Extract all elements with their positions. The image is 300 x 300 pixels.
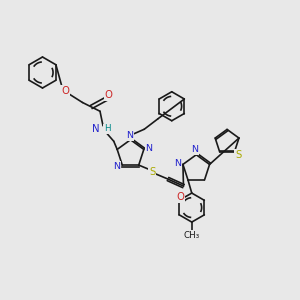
Text: N: N <box>174 159 182 168</box>
Text: O: O <box>105 91 113 100</box>
Text: N: N <box>145 144 152 153</box>
Text: N: N <box>126 131 133 140</box>
Text: H: H <box>104 124 110 133</box>
Text: O: O <box>61 86 69 96</box>
Text: N: N <box>113 162 120 171</box>
Text: CH₃: CH₃ <box>184 231 200 240</box>
Text: S: S <box>149 167 156 177</box>
Text: N: N <box>191 145 199 154</box>
Text: O: O <box>176 192 184 202</box>
Text: S: S <box>235 149 241 160</box>
Text: N: N <box>92 124 99 134</box>
